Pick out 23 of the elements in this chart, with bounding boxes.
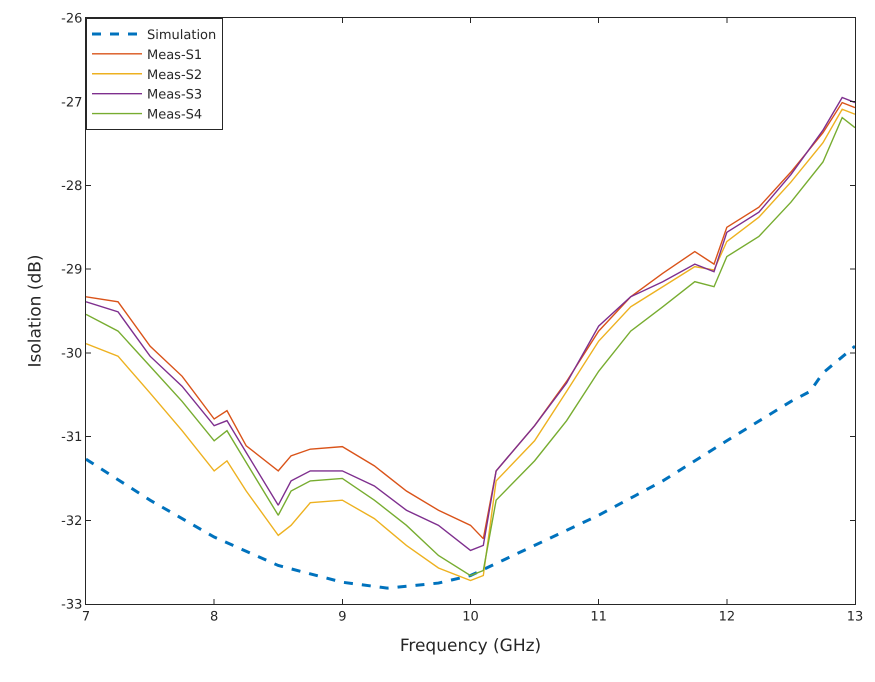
- line-series: [86, 344, 855, 590]
- x-tick-label: 12: [718, 610, 736, 625]
- y-tick-label: -28: [61, 178, 82, 194]
- x-tick-label: 11: [590, 610, 607, 625]
- legend-label: Meas-S3: [147, 88, 202, 103]
- y-tick-label: -26: [61, 12, 82, 27]
- y-tick-label: -33: [61, 598, 82, 613]
- y-tick-label: -32: [61, 514, 82, 529]
- legend-label: Meas-S4: [147, 108, 202, 123]
- x-tick-label: 13: [846, 610, 864, 625]
- y-axis-title: Isolation (dB): [26, 254, 46, 368]
- y-tick-label: -27: [61, 95, 82, 110]
- x-tick-label: 7: [82, 610, 90, 625]
- y-tick-label: -30: [61, 346, 82, 362]
- y-tick-label: -29: [61, 262, 82, 278]
- x-tick-label: 9: [338, 610, 346, 625]
- x-tick-label: 10: [462, 610, 479, 625]
- legend-label: Meas-S2: [147, 68, 202, 83]
- legend-label: Simulation: [147, 28, 216, 44]
- x-tick-label: 8: [210, 610, 218, 625]
- x-axis-title: Frequency (GHz): [400, 636, 542, 656]
- y-tick-label: -31: [61, 430, 82, 446]
- legend-label: Meas-S1: [147, 48, 202, 63]
